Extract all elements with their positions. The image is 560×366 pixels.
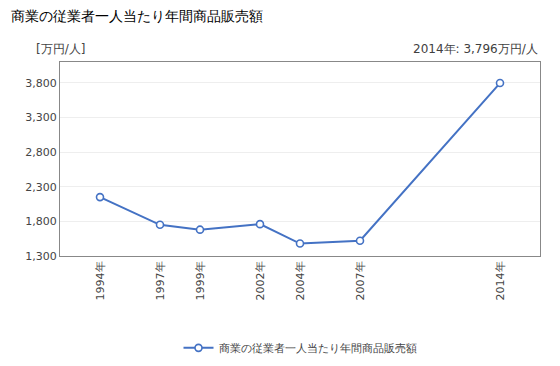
svg-text:3,800: 3,800 [25, 77, 57, 90]
svg-text:[万円/人]: [万円/人] [36, 42, 85, 56]
svg-text:2014年: 2014年 [494, 261, 507, 300]
svg-text:3,300: 3,300 [25, 111, 57, 124]
svg-text:2014年: 3,796万円/人: 2014年: 3,796万円/人 [413, 42, 538, 56]
svg-text:1999年: 1999年 [194, 261, 207, 300]
svg-text:1997年: 1997年 [154, 261, 167, 300]
svg-text:1994年: 1994年 [94, 261, 107, 300]
svg-text:1,300: 1,300 [25, 250, 57, 263]
svg-text:商業の従業者一人当たり年間商品販売額: 商業の従業者一人当たり年間商品販売額 [219, 342, 417, 355]
svg-text:2004年: 2004年 [294, 261, 307, 300]
svg-text:2002年: 2002年 [254, 261, 267, 300]
svg-text:2,800: 2,800 [25, 146, 57, 159]
svg-text:1,800: 1,800 [25, 215, 57, 228]
svg-text:2007年: 2007年 [354, 261, 367, 300]
svg-text:2,300: 2,300 [25, 181, 57, 194]
svg-text:商業の従業者一人当たり年間商品販売額: 商業の従業者一人当たり年間商品販売額 [11, 8, 263, 24]
